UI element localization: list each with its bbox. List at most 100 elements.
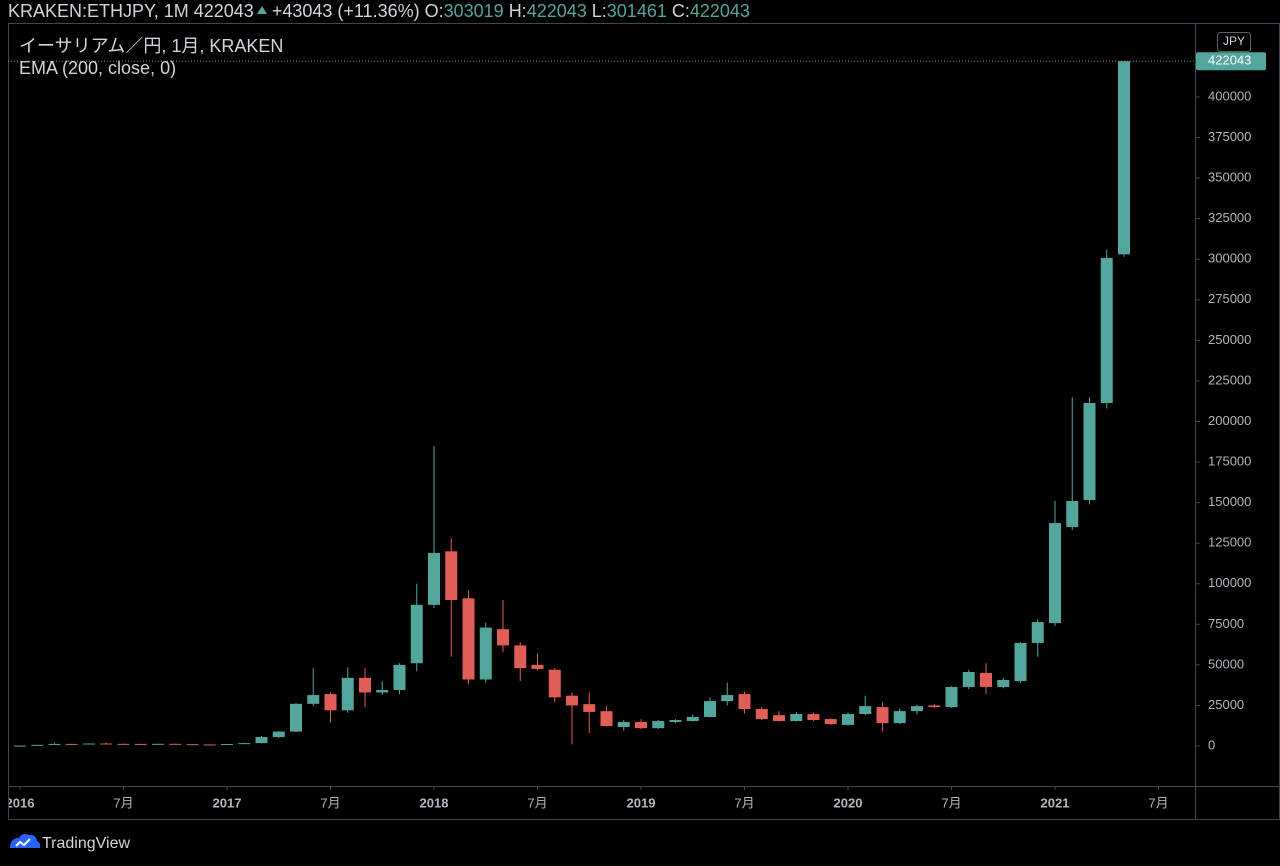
y-tick-label: 275000: [1208, 291, 1251, 306]
candle-body: [479, 627, 492, 680]
y-tick-label: 325000: [1208, 210, 1251, 225]
y-tick-label: 400000: [1208, 88, 1251, 103]
y-tick-label: 200000: [1208, 413, 1251, 428]
candle-body: [83, 743, 95, 745]
header: KRAKEN:ETHJPY, 1M 422043 +43043 (+11.36%…: [8, 0, 755, 22]
logo-icon: [10, 834, 41, 848]
candle-body: [324, 694, 337, 711]
candle-body: [980, 672, 992, 687]
legend-indicator: EMA (200, close, 0): [19, 58, 176, 78]
high-value: 422043: [526, 1, 587, 21]
candle-body: [169, 743, 182, 745]
x-tick-label: 7月: [941, 795, 961, 810]
candle-body: [566, 695, 578, 706]
x-tick-label: 7月: [734, 795, 754, 810]
x-tick-label: 2019: [627, 795, 656, 810]
candle-body: [876, 707, 889, 724]
logo-mark: [15, 838, 31, 847]
candle-body: [686, 716, 699, 722]
y-tick-label: 100000: [1208, 575, 1251, 590]
y-tick-label: 125000: [1208, 535, 1251, 550]
candle-body: [203, 744, 216, 746]
candle-body: [221, 744, 233, 746]
last-price-box: [1196, 52, 1266, 71]
open-label: O:: [424, 1, 444, 21]
y-tick-label: 175000: [1208, 453, 1251, 468]
y-tick-label: 50000: [1208, 656, 1244, 671]
x-tick-label: 7月: [527, 795, 547, 810]
candle-body: [617, 721, 630, 728]
candle-body: [272, 731, 285, 738]
candle-body: [445, 551, 458, 600]
candle-body: [341, 677, 354, 711]
x-tick-label: 2018: [420, 795, 449, 810]
currency: JPY: [1223, 34, 1245, 48]
y-tick-label: 25000: [1208, 697, 1244, 712]
candle-body: [1100, 257, 1113, 403]
candle-body: [945, 686, 958, 708]
candle-body: [462, 598, 475, 680]
candle-body: [290, 703, 302, 732]
footer-brand: TradingView: [42, 835, 130, 852]
candle-body: [238, 743, 251, 745]
up-arrow: [256, 6, 267, 14]
legend-title: イーサリアム／円, 1月, KRAKEN: [19, 36, 283, 56]
candle-body: [583, 704, 596, 712]
x-tick-label: 2016: [6, 795, 35, 810]
candle-body: [307, 695, 320, 704]
candle-body: [911, 706, 923, 712]
candle-body: [704, 701, 716, 717]
candle-body: [359, 677, 371, 693]
candle-body: [635, 721, 647, 729]
candle-body: [997, 679, 1010, 687]
candle-body: [65, 743, 78, 745]
candle-body: [1066, 501, 1079, 527]
y-tick-label: 300000: [1208, 251, 1251, 266]
candle-body: [1049, 523, 1061, 624]
high-label: H:: [508, 1, 527, 21]
candle-body: [669, 720, 682, 722]
candle-body: [790, 714, 803, 722]
y-tick-label: 375000: [1208, 129, 1251, 144]
candle-body: [31, 744, 44, 746]
logo: [10, 834, 41, 848]
candle-body: [859, 706, 872, 715]
candle-body: [117, 743, 130, 745]
candle-body: [410, 604, 423, 664]
candle-body: [773, 715, 785, 722]
y-tick-label: 250000: [1208, 332, 1251, 347]
last-price-label: 422043: [1208, 53, 1251, 68]
candle-body: [514, 645, 527, 669]
y-tick-label: 225000: [1208, 372, 1251, 387]
candle-body: [738, 694, 751, 710]
candle-body: [48, 743, 61, 745]
candle-body: [393, 664, 406, 691]
change: +43043 (+11.36%): [271, 1, 420, 21]
candle-body: [548, 669, 561, 698]
open-value: 303019: [443, 1, 504, 21]
x-tick-label: 7月: [320, 795, 340, 810]
candle-body: [842, 714, 854, 725]
candles: [8, 60, 1195, 747]
candle-body: [824, 719, 837, 725]
candle-body: [721, 695, 734, 702]
x-tick-label: 2017: [213, 795, 242, 810]
x-tick-label: 2020: [834, 795, 863, 810]
candle-body: [1031, 622, 1044, 643]
candle-body: [893, 711, 906, 724]
x-tick-label: 7月: [113, 795, 133, 810]
time-axis: 2016 7月 2017 7月 2018 7月 2019 7月 2020 7月 2021 7月: [6, 787, 1169, 810]
candle-body: [1014, 642, 1027, 682]
candle-body: [755, 709, 768, 720]
y-tick-label: 0: [1208, 737, 1215, 752]
y-tick-label: 150000: [1208, 494, 1251, 509]
close-label: C:: [671, 1, 690, 21]
candle-body: [962, 672, 975, 687]
candle-body: [376, 690, 389, 693]
y-tick-label: 350000: [1208, 170, 1251, 185]
symbol: KRAKEN:ETHJPY, 1M: [8, 1, 189, 21]
candle-body: [255, 737, 268, 744]
candle-body: [807, 714, 820, 721]
candle-body: [152, 743, 164, 745]
